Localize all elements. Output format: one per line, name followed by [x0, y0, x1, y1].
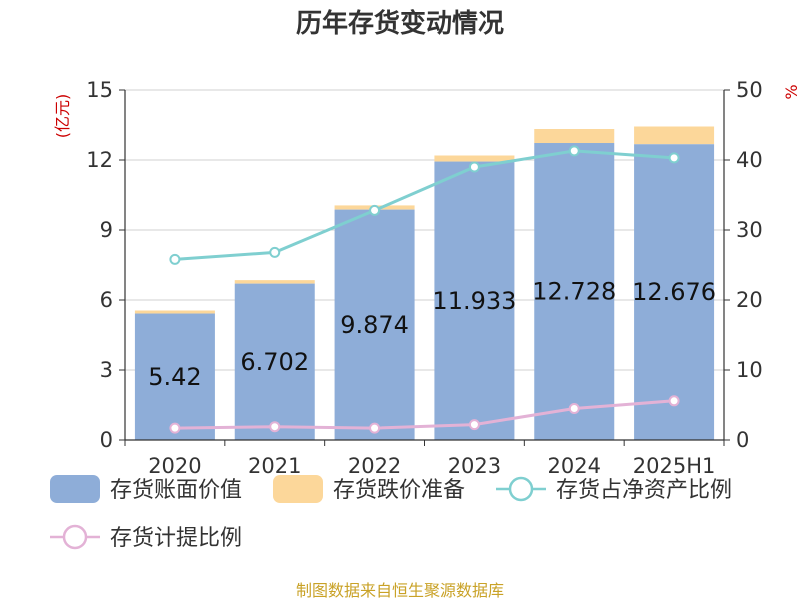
right-tick-label: 30: [736, 218, 763, 242]
right-tick-label: 40: [736, 148, 763, 172]
left-tick-label: 15: [86, 78, 113, 102]
bars: [134, 126, 715, 440]
lines: [169, 145, 680, 434]
bar-provision: [134, 310, 215, 314]
bar-value-label: 12.676: [632, 278, 716, 306]
bar-book-value: [134, 313, 215, 440]
left-tick-label: 0: [100, 428, 113, 452]
line-point: [369, 204, 381, 216]
bar-book-value: [334, 209, 415, 440]
right-tick-label: 20: [736, 288, 763, 312]
axes: 0 3 6 9 12 15 0 10 20 30 40 50 2020 2021 2022 2023 2024 2…: [86, 78, 762, 478]
bar-book-value: [234, 283, 315, 440]
bar-value-label: 9.874: [340, 311, 409, 339]
x-tick-label: 2025H1: [633, 454, 716, 478]
bar-value-label: 5.42: [148, 363, 201, 391]
left-axis-unit: (亿元): [53, 94, 72, 139]
line-inventory-ratio: [174, 149, 675, 261]
bar-book-value: [534, 143, 615, 440]
chart-title: 历年存货变动情况: [296, 8, 504, 39]
left-tick-label: 12: [86, 148, 113, 172]
legend-label: 存货占净资产比例: [556, 478, 732, 503]
source-note: 制图数据来自恒生聚源数据库: [296, 581, 504, 600]
line-point: [269, 246, 281, 258]
line-point: [568, 145, 580, 157]
left-tick-label: 3: [100, 358, 113, 382]
bar-value-label: 11.933: [432, 287, 516, 315]
bar-value-label: 6.702: [240, 348, 309, 376]
line-point: [468, 419, 480, 431]
legend-label: 存货账面价值: [110, 478, 242, 503]
x-tick-label: 2022: [348, 454, 401, 478]
x-tick-label: 2024: [548, 454, 601, 478]
line-point: [668, 395, 680, 407]
right-tick-label: 50: [736, 78, 763, 102]
legend-marker-ratio: [508, 476, 534, 502]
left-tick-label: 9: [100, 218, 113, 242]
line-point: [169, 422, 181, 434]
x-tick-label: 2020: [148, 454, 201, 478]
right-axis-unit: %: [782, 84, 800, 99]
bar-provision: [634, 126, 715, 145]
line-point: [668, 152, 680, 164]
legend-swatch-book-value: [50, 475, 100, 503]
bar-provision: [234, 280, 315, 284]
bar-value-label: 12.728: [532, 278, 616, 306]
line-point: [468, 161, 480, 173]
legend-swatch-provision: [273, 475, 323, 503]
bar-labels: 5.42 6.702 9.874 11.933 12.728 12.676: [148, 278, 716, 391]
grid: [125, 89, 724, 371]
line-point: [568, 403, 580, 414]
left-tick-label: 6: [100, 288, 113, 312]
line-provision-ratio: [174, 399, 675, 430]
right-tick-label: 10: [736, 358, 763, 382]
bar-book-value: [434, 161, 515, 440]
x-tick-label: 2023: [448, 454, 501, 478]
line-point: [169, 253, 181, 265]
bar-provision: [534, 129, 615, 144]
legend-label: 存货计提比例: [110, 526, 242, 551]
bar-provision: [434, 155, 515, 162]
right-tick-label: 0: [736, 428, 749, 452]
x-tick-label: 2021: [248, 454, 301, 478]
legend-marker-provision: [62, 524, 88, 550]
line-point: [369, 422, 381, 434]
line-point: [269, 421, 281, 433]
legend-label: 存货跌价准备: [333, 478, 465, 503]
bar-book-value: [634, 144, 715, 440]
